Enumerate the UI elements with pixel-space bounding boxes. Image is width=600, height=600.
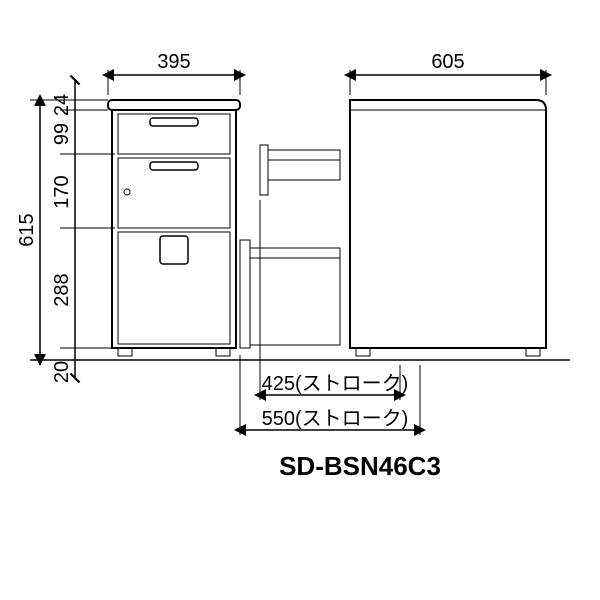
front-view — [108, 100, 240, 356]
dim-550-label: 550(ストローク) — [262, 407, 409, 430]
side-view — [350, 100, 546, 356]
dim-99-label: 99 — [51, 123, 73, 145]
pulled-drawers — [240, 145, 340, 348]
dim-inner-heights: 24 99 170 288 20 — [51, 80, 115, 383]
dim-288-label: 288 — [51, 273, 73, 306]
dim-20-label: 20 — [51, 361, 73, 383]
dim-395-label: 395 — [157, 51, 190, 73]
dim-24-label: 24 — [51, 94, 73, 116]
dim-605: 605 — [350, 51, 546, 95]
dim-615-label: 615 — [16, 213, 38, 246]
dim-170-label: 170 — [51, 175, 73, 208]
dim-395: 395 — [108, 51, 240, 95]
dim-425-label: 425(ストローク) — [262, 372, 409, 395]
dim-605-label: 605 — [431, 51, 464, 73]
model-number: SD-BSN46C3 — [279, 451, 441, 481]
